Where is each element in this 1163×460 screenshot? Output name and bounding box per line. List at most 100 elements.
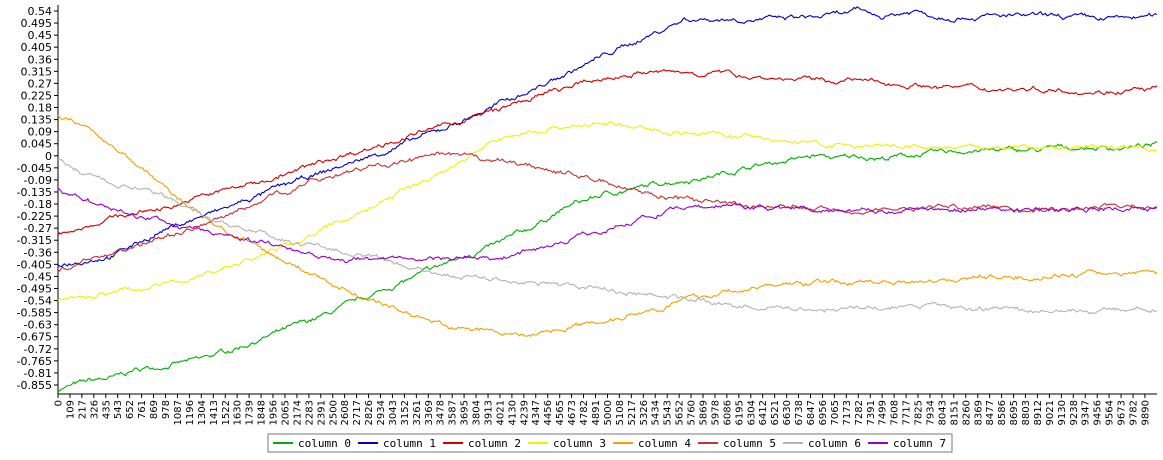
x-tick-label: 9021 [1045,400,1056,425]
x-tick-label: 5434 [651,400,662,425]
y-tick-label: -0.315 [17,234,52,247]
x-tick-label: 6738 [794,400,805,425]
x-tick-label: 1739 [245,400,256,425]
series-line-5 [57,151,1158,272]
x-tick-label: 8695 [1009,400,1020,425]
y-tick-label: 0.135 [21,114,53,127]
legend-label: column 1 [383,437,436,450]
x-tick-label: 7065 [830,400,841,425]
x-tick-label: 6521 [770,400,781,425]
y-tick-label: -0.495 [17,282,52,295]
x-tick-label: 217 [77,400,88,419]
x-tick-label: 9456 [1093,400,1104,425]
x-tick-label: 8260 [961,400,972,425]
x-tick-label: 7499 [878,400,889,425]
x-tick-label: 9347 [1081,400,1092,425]
x-tick-label: 4347 [531,400,542,425]
series-line-1 [57,6,1158,268]
x-tick-label: 7391 [866,400,877,425]
x-tick-label: 2717 [352,400,363,425]
x-tick-label: 869 [149,400,160,419]
y-tick-label: -0.225 [17,210,52,223]
x-tick-label: 6412 [758,400,769,425]
legend-box [267,433,953,453]
y-tick-label: 0.18 [28,102,53,115]
x-tick-label: 2934 [376,400,387,425]
x-tick-label: 6630 [782,400,793,425]
x-tick-label: 7934 [925,400,936,425]
x-tick-label: 1522 [221,400,232,425]
x-tick-label: 4239 [519,400,530,425]
legend-label: column 6 [808,437,861,450]
x-tick-label: 543 [113,400,124,419]
x-tick-label: 8151 [949,400,960,425]
y-tick-label: -0.63 [24,319,52,332]
x-tick-label: 4673 [567,400,578,425]
x-tick-label: 3478 [436,400,447,425]
y-tick-label: 0.225 [21,89,53,102]
y-tick-label: 0.27 [28,77,53,90]
x-tick-label: 5869 [699,400,710,425]
x-tick-label: 4130 [507,400,518,425]
x-tick-label: 5760 [687,400,698,425]
x-tick-label: 3913 [484,400,495,425]
y-tick-label: 0.09 [28,126,53,139]
x-tick-label: 2391 [316,400,327,425]
x-tick-label: 7825 [913,400,924,425]
x-tick-label: 5978 [710,400,721,425]
y-tick-label: -0.405 [17,258,52,271]
y-tick-label: 0 [45,150,52,163]
x-tick-label: 3261 [412,400,423,425]
x-tick-label: 2826 [364,400,375,425]
y-tick-label: -0.09 [24,174,52,187]
x-tick-label: 8477 [985,400,996,425]
x-tick-label: 7608 [890,400,901,425]
y-tick-label: -0.36 [24,246,52,259]
legend-label: column 4 [638,437,691,450]
x-tick-label: 326 [89,400,100,419]
series-line-2 [57,69,1158,236]
y-tick-label: 0.36 [28,53,53,66]
y-tick-label: -0.72 [24,343,52,356]
legend-label: column 2 [468,437,521,450]
legend-label: column 5 [723,437,776,450]
x-tick-label: 652 [125,400,136,419]
x-tick-label: 5000 [603,400,614,425]
x-tick-label: 9564 [1105,400,1116,425]
y-tick-label: -0.54 [24,295,52,308]
legend-label: column 3 [553,437,606,450]
y-tick-label: -0.135 [17,186,52,199]
x-tick-label: 1956 [268,400,279,425]
x-tick-label: 3369 [424,400,435,425]
x-tick-label: 4782 [579,400,590,425]
x-tick-label: 5543 [663,400,674,425]
x-tick-label: 4456 [543,400,554,425]
x-tick-label: 761 [137,400,148,419]
x-tick-label: 5652 [675,400,686,425]
y-tick-label: -0.585 [17,307,52,320]
y-tick-label: -0.855 [17,379,52,392]
legend-label: column 7 [893,437,946,450]
x-tick-label: 3043 [388,400,399,425]
x-tick-label: 6195 [734,400,745,425]
y-tick-label: 0.315 [21,65,53,78]
x-tick-label: 2065 [280,400,291,425]
y-tick-label: 0.45 [28,29,53,42]
x-tick-label: 978 [161,400,172,419]
x-tick-label: 6956 [818,400,829,425]
x-tick-label: 6304 [746,400,757,425]
x-tick-label: 7282 [854,400,865,425]
x-tick-label: 6847 [806,400,817,425]
x-tick-label: 9782 [1129,400,1140,425]
x-tick-label: 6086 [722,400,733,425]
x-tick-label: 8912 [1033,400,1044,425]
x-tick-label: 4021 [495,400,506,425]
x-tick-label: 5217 [627,400,638,425]
x-tick-label: 2283 [304,400,315,425]
series-line-4 [57,114,1158,338]
series-line-0 [57,141,1158,392]
y-tick-label: 0.54 [28,5,53,18]
x-tick-label: 3804 [472,400,483,425]
x-tick-label: 9890 [1140,400,1151,425]
x-tick-label: 0 [54,400,65,406]
